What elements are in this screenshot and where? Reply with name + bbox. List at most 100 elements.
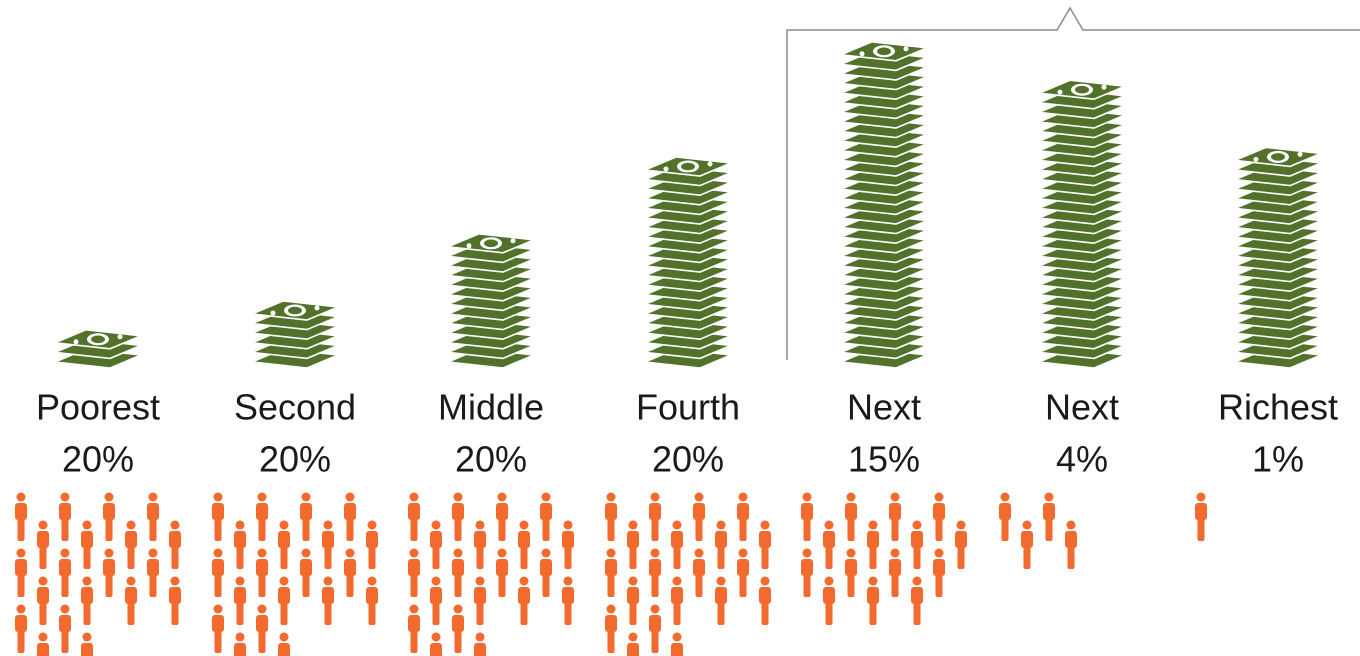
person-body [344,559,356,576]
person-body [430,587,442,604]
person-head [716,520,726,530]
person-legs [629,545,637,569]
person-head [868,576,878,586]
person-body [867,531,879,548]
person-head [890,548,900,558]
person-legs [17,517,25,541]
person-body [649,615,661,632]
person-legs [520,601,528,625]
person-head [170,520,180,530]
person-head [126,520,136,530]
person-head [628,576,638,586]
person-legs [346,517,354,541]
person-head [650,548,660,558]
person-head [1000,492,1010,502]
person-head [738,492,748,502]
person-body [496,503,508,520]
person-body [212,615,224,632]
person-legs [1023,545,1031,569]
bill-seal-inner [681,162,695,171]
person-body [627,643,639,656]
person-body [344,503,356,520]
person-legs [105,517,113,541]
person-body [911,531,923,548]
person-body [37,643,49,656]
person-head [760,576,770,586]
person-body [649,503,661,520]
person-head [60,548,70,558]
person-body [169,531,181,548]
person-legs [891,573,899,597]
person-body [430,643,442,656]
person-body [801,559,813,576]
person-legs [869,545,877,569]
person-body [81,587,93,604]
person-head [519,576,529,586]
person-body [759,531,771,548]
category-label: Middle [438,387,544,428]
person-legs [717,601,725,625]
person-legs [825,545,833,569]
person-legs [39,601,47,625]
person-legs [564,545,572,569]
person-head [934,548,944,558]
person-head [235,632,245,642]
person-head [279,632,289,642]
person-head [213,604,223,614]
person-legs [869,601,877,625]
person-body [59,559,71,576]
person-legs [83,545,91,569]
person-body [627,587,639,604]
person-legs [214,629,222,653]
person-body [452,559,464,576]
person-body [1043,503,1055,520]
person-body [605,615,617,632]
person-legs [1197,517,1205,541]
person-head [38,576,48,586]
person-legs [149,517,157,541]
person-body [911,587,923,604]
person-legs [127,545,135,569]
money-stack [641,156,735,369]
person-legs [280,545,288,569]
person-body [889,503,901,520]
people [212,492,378,656]
money-stack [1231,146,1325,369]
person-body [1021,531,1033,548]
person-head [323,520,333,530]
person-legs [432,545,440,569]
person-legs [214,517,222,541]
person-body [474,587,486,604]
person-body [234,587,246,604]
person-head [738,548,748,558]
value-label: 1% [1252,439,1304,480]
money-stack [248,300,342,369]
person-head [60,604,70,614]
person-body [278,531,290,548]
person-body [103,503,115,520]
person-head [16,492,26,502]
people [999,492,1077,569]
person-legs [825,601,833,625]
person-head [1044,492,1054,502]
person-head [60,492,70,502]
bill-seal-inner [1271,153,1285,161]
person-body [737,503,749,520]
person-head [606,604,616,614]
person-body [81,531,93,548]
person-legs [61,573,69,597]
value-label: 15% [848,439,920,480]
person-legs [847,517,855,541]
person-head [170,576,180,586]
person-head [301,492,311,502]
value-label: 20% [652,439,724,480]
person-head [431,520,441,530]
person-head [672,632,682,642]
person-legs [39,545,47,569]
person-legs [498,517,506,541]
bill-seal-inner [484,239,498,248]
person-body [37,531,49,548]
person-body [278,587,290,604]
person-legs [564,601,572,625]
person-head [1022,520,1032,530]
